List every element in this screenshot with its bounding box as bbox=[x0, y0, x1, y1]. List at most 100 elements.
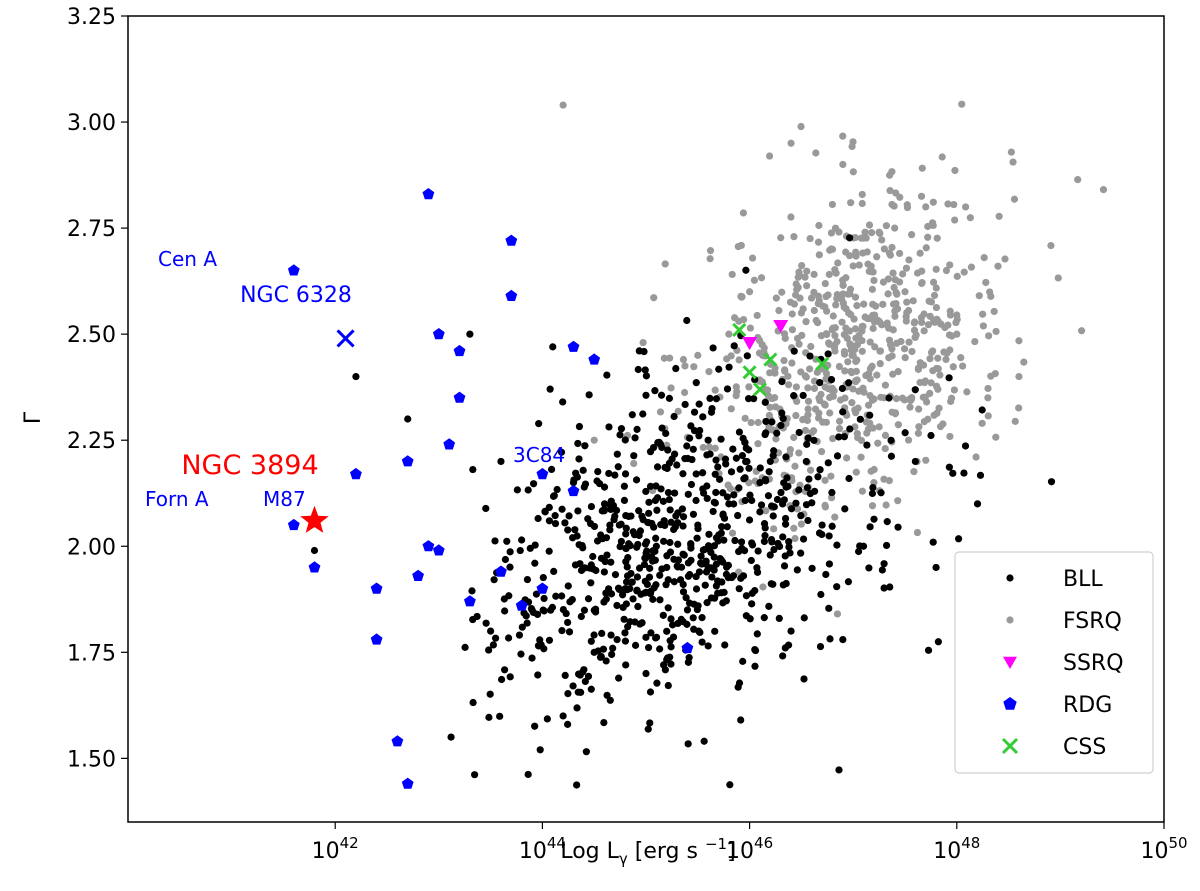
fsrq-point bbox=[870, 276, 878, 285]
highlighted-sources bbox=[300, 329, 355, 533]
bll-point bbox=[524, 770, 532, 779]
bll-point bbox=[696, 426, 704, 435]
fsrq-point bbox=[929, 367, 937, 375]
bll-point bbox=[687, 556, 695, 564]
fsrq-point bbox=[810, 306, 818, 315]
fsrq-point bbox=[827, 494, 836, 502]
fsrq-point bbox=[865, 221, 874, 229]
bll-point bbox=[598, 629, 606, 638]
fsrq-point bbox=[762, 507, 770, 515]
bll-point bbox=[894, 523, 902, 531]
bll-point bbox=[577, 612, 585, 621]
fsrq-point bbox=[891, 312, 899, 320]
bll-point bbox=[846, 425, 854, 433]
bll-point bbox=[541, 508, 549, 516]
fsrq-point bbox=[946, 432, 954, 441]
bll-point bbox=[886, 583, 894, 591]
fsrq-point bbox=[793, 397, 801, 405]
bll-point bbox=[863, 441, 871, 449]
fsrq-point bbox=[855, 261, 863, 269]
bll-point bbox=[652, 542, 660, 550]
fsrq-point bbox=[936, 423, 945, 431]
bll-point bbox=[754, 547, 762, 555]
bll-point bbox=[703, 494, 711, 503]
bll-point bbox=[747, 556, 755, 565]
bll-point bbox=[537, 641, 545, 649]
bll-point bbox=[665, 495, 673, 504]
bll-point bbox=[605, 423, 613, 431]
bll-point bbox=[762, 477, 770, 485]
fsrq-point bbox=[829, 324, 837, 332]
bll-point bbox=[523, 619, 531, 627]
bll-point bbox=[704, 542, 713, 550]
fsrq-point bbox=[917, 314, 926, 322]
fsrq-point bbox=[835, 417, 844, 425]
bll-point bbox=[739, 434, 747, 442]
fsrq-point bbox=[953, 272, 961, 280]
rdg-point bbox=[567, 340, 580, 352]
bll-point bbox=[767, 502, 776, 510]
fsrq-point bbox=[881, 444, 889, 453]
bll-point bbox=[607, 558, 615, 566]
bll-point bbox=[679, 513, 688, 521]
fsrq-point bbox=[885, 249, 894, 257]
fsrq-point bbox=[765, 152, 774, 160]
bll-point bbox=[887, 436, 895, 444]
bll-point bbox=[539, 573, 547, 582]
fsrq-point bbox=[828, 245, 837, 253]
bll-point bbox=[600, 507, 608, 515]
fsrq-point bbox=[850, 315, 858, 323]
fsrq-point bbox=[860, 388, 868, 396]
bll-point bbox=[635, 507, 643, 515]
rdg-point bbox=[505, 234, 518, 246]
bll-point bbox=[762, 429, 770, 437]
bll-point bbox=[651, 634, 660, 642]
bll-point bbox=[734, 511, 742, 520]
fsrq-point bbox=[896, 193, 904, 201]
bll-point bbox=[795, 428, 803, 437]
bll-point bbox=[624, 623, 632, 631]
fsrq-point bbox=[844, 290, 852, 298]
bll-point bbox=[802, 457, 810, 466]
fsrq-point bbox=[960, 268, 968, 276]
bll-point bbox=[753, 568, 762, 576]
bll-point bbox=[646, 719, 654, 727]
fsrq-point bbox=[864, 401, 873, 409]
bll-point bbox=[808, 499, 816, 507]
bll-point bbox=[532, 590, 541, 598]
bll-point bbox=[587, 579, 595, 587]
bll-point bbox=[751, 587, 759, 595]
bll-point bbox=[764, 492, 773, 500]
bll-point bbox=[711, 470, 719, 478]
fsrq-point bbox=[827, 472, 835, 480]
bll-point bbox=[768, 538, 776, 546]
legend-marker-css-stroke bbox=[1001, 737, 1019, 755]
fsrq-point bbox=[848, 369, 856, 377]
x-tick-base: 10 bbox=[726, 839, 754, 864]
css-point bbox=[763, 352, 778, 367]
bll-point bbox=[634, 602, 642, 611]
fsrq-point bbox=[882, 501, 890, 509]
fsrq-point bbox=[886, 186, 894, 195]
fsrq-point bbox=[810, 270, 818, 279]
bll-point bbox=[611, 571, 620, 579]
bll-point bbox=[613, 601, 621, 610]
bll-point bbox=[620, 482, 628, 490]
fsrq-point bbox=[845, 327, 854, 335]
bll-point bbox=[656, 645, 664, 653]
fsrq-point bbox=[926, 389, 934, 398]
bll-point bbox=[715, 475, 724, 483]
annotation-ngc-3894: NGC 3894 bbox=[181, 450, 318, 481]
fsrq-point bbox=[992, 433, 1000, 441]
fsrq-point bbox=[839, 281, 847, 289]
bll-point bbox=[709, 507, 717, 516]
bll-point bbox=[310, 546, 319, 555]
bll-point bbox=[779, 500, 787, 508]
bll-point bbox=[550, 567, 558, 575]
bll-point bbox=[614, 463, 622, 471]
fsrq-point bbox=[825, 393, 834, 402]
fsrq-point bbox=[862, 371, 870, 380]
bll-point bbox=[664, 681, 672, 690]
bll-point bbox=[778, 409, 786, 417]
fsrq-point bbox=[894, 421, 902, 429]
